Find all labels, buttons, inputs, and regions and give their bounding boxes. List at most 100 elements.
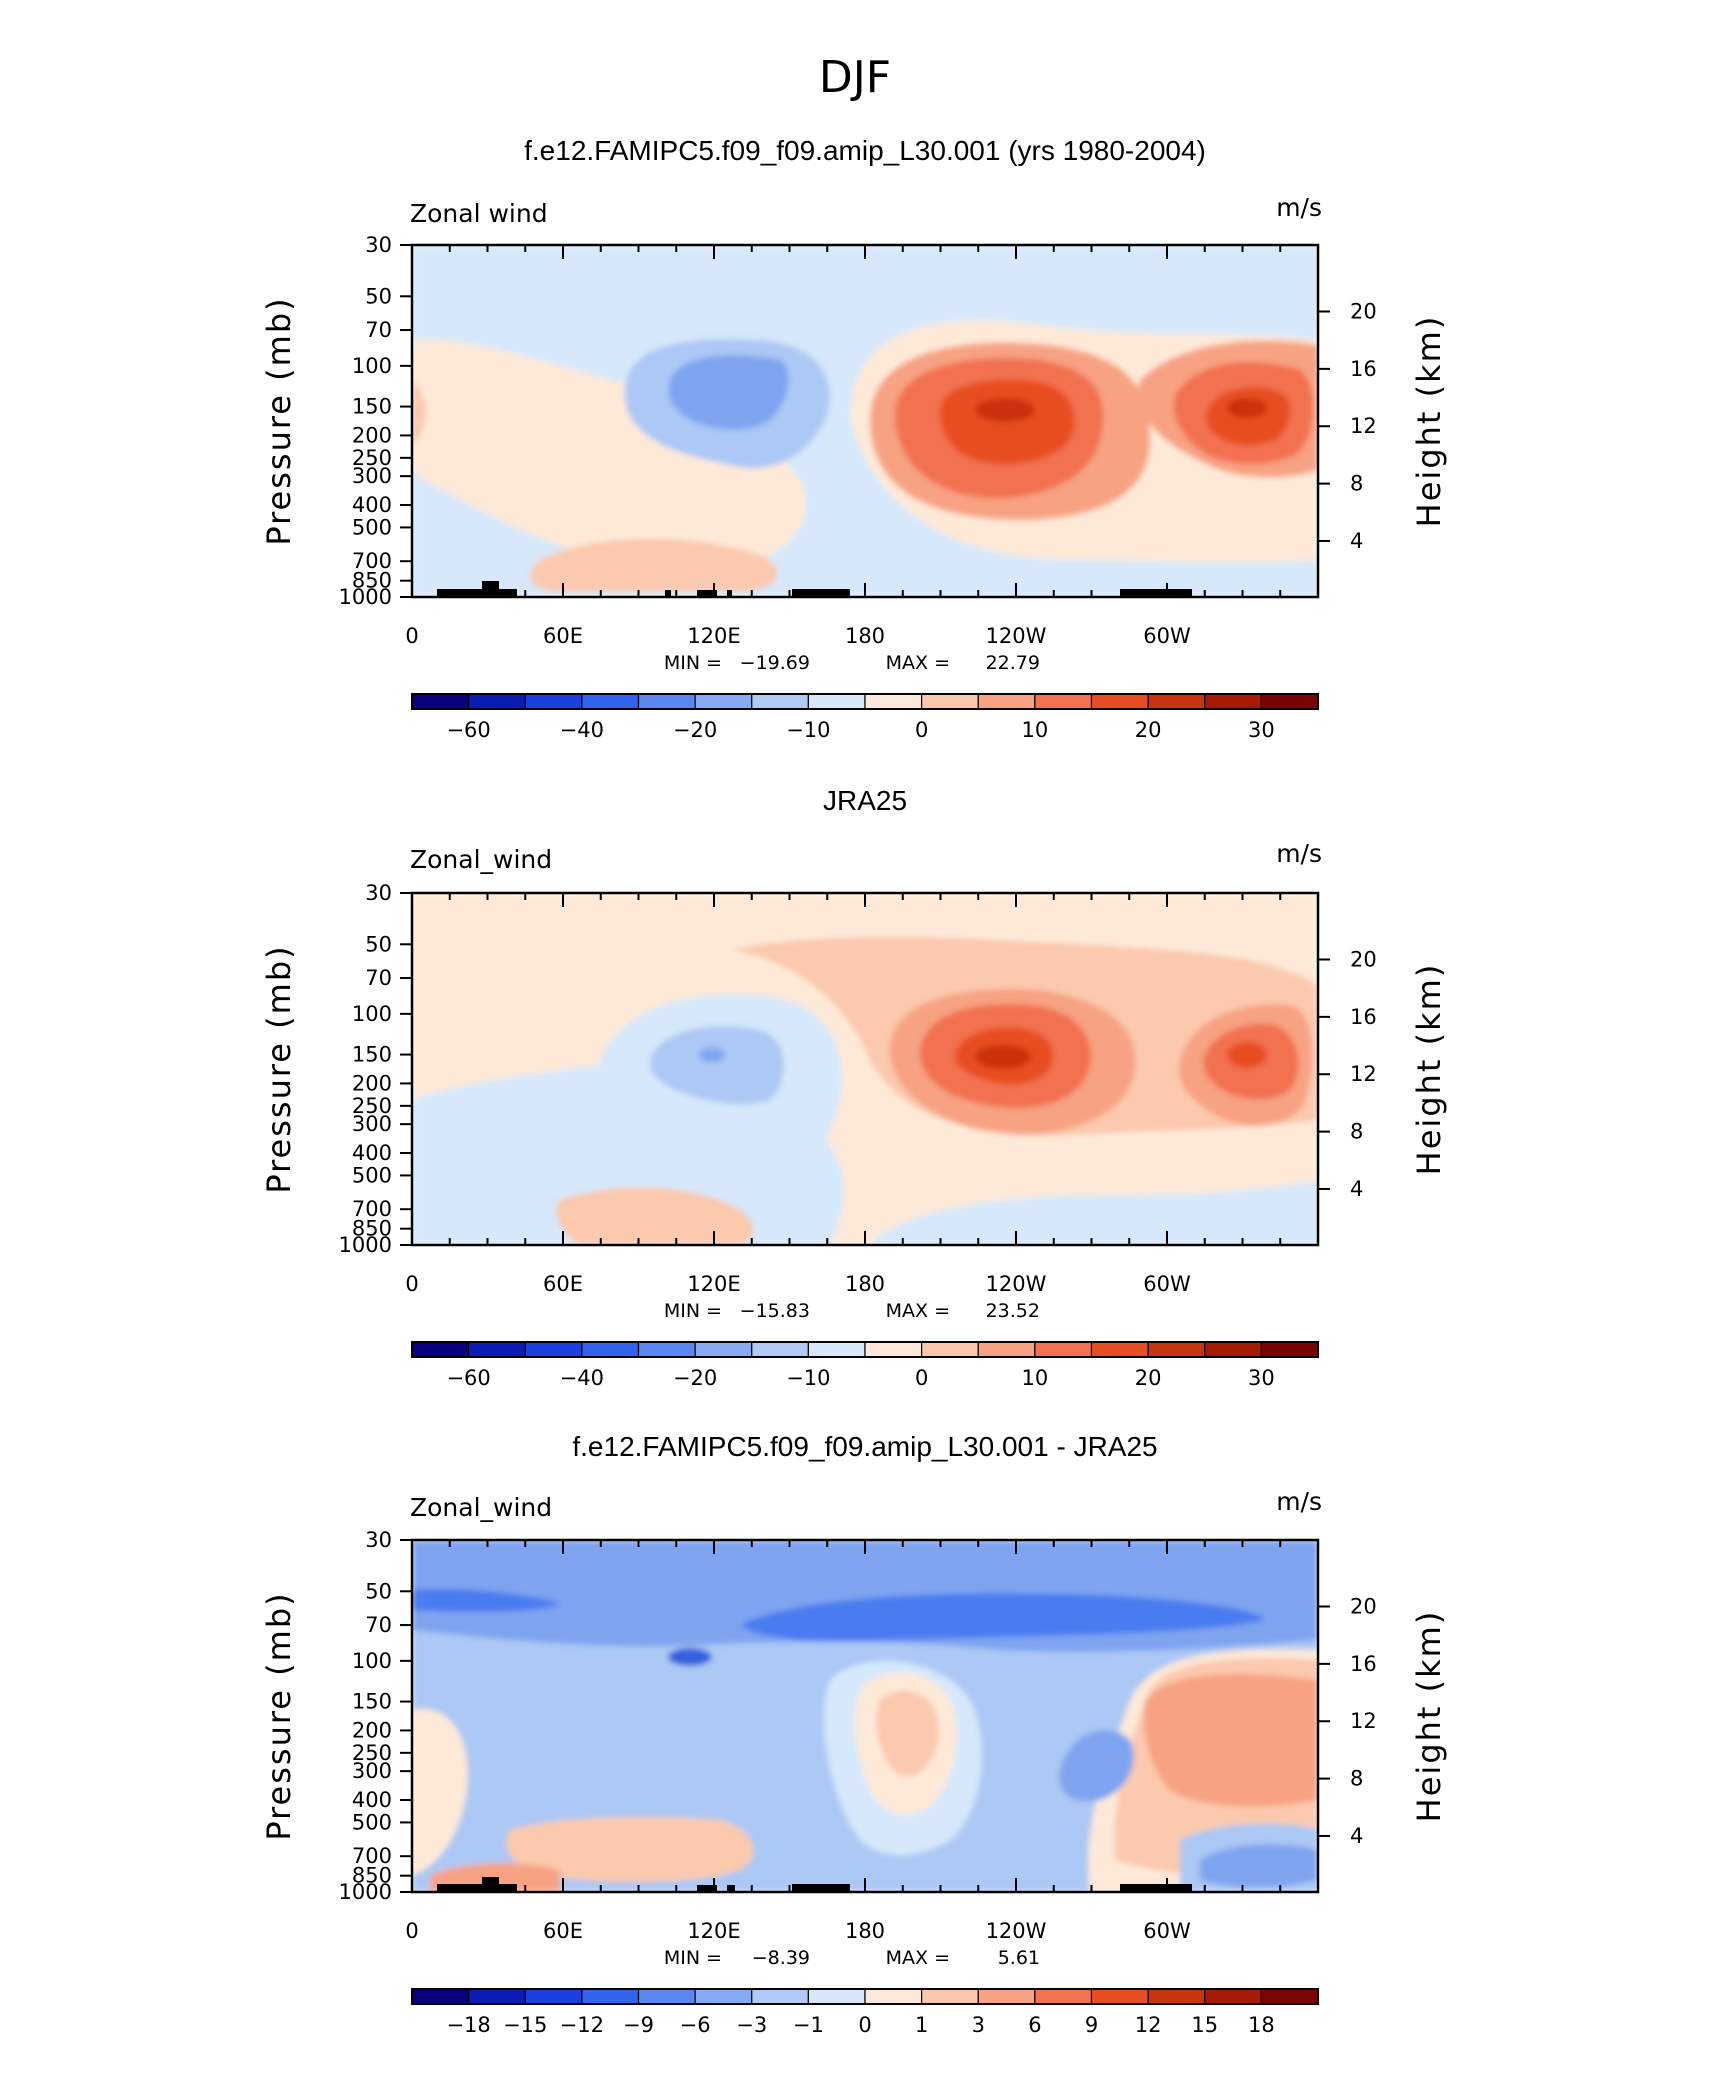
contour-field: [412, 245, 1318, 597]
y2-axis-title: Height (km): [1410, 1610, 1448, 1823]
y-tick-label: 200: [352, 423, 392, 447]
panel-title: f.e12.FAMIPC5.f09_f09.amip_L30.001 (yrs …: [524, 135, 1206, 166]
y-tick-label: 400: [352, 493, 392, 517]
x-tick-label: 120E: [687, 1919, 740, 1943]
colorbar-box: [581, 1341, 640, 1358]
x-tick-label: 0: [405, 624, 418, 648]
x-tick-label: 180: [845, 1272, 885, 1296]
y-tick-label: 500: [352, 515, 392, 539]
stat-min-label: MIN =: [664, 1300, 722, 1322]
colorbar-box: [1260, 1341, 1319, 1358]
x-tick-label: 60W: [1143, 1919, 1191, 1943]
colorbar-box: [1147, 693, 1206, 710]
contour-field: [412, 1540, 1318, 1892]
colorbar-label: −40: [560, 1366, 604, 1390]
y2-tick-label: 20: [1350, 300, 1377, 324]
y-tick-label: 700: [352, 549, 392, 573]
colorbar-box: [637, 1988, 696, 2005]
y-tick-label: 30: [365, 881, 392, 905]
colorbar-box: [1204, 1341, 1262, 1358]
colorbar-label: 6: [1028, 2013, 1041, 2037]
colorbar-label: 3: [972, 2013, 985, 2037]
colorbar-box: [468, 1988, 526, 2005]
contour-level-pos-20: [1227, 1042, 1267, 1068]
colorbar-box: [411, 693, 470, 710]
y2-tick-label: 20: [1350, 1595, 1377, 1619]
contour-level-neg-10: [699, 1048, 725, 1062]
y-tick-label: 50: [365, 284, 392, 308]
stat-min-value: −8.39: [752, 1947, 810, 1969]
colorbar-label: 1: [915, 2013, 928, 2037]
y2-tick-label: 16: [1350, 1005, 1377, 1029]
colorbar-box: [751, 1988, 809, 2005]
topography: [437, 1877, 1192, 1892]
y-tick-label: 1000: [339, 1880, 392, 1904]
colorbar-frame: [411, 693, 1319, 710]
colorbar-label: −18: [446, 2013, 490, 2037]
y2-tick-label: 16: [1350, 1652, 1377, 1676]
colorbar-label: 0: [915, 718, 928, 742]
y-tick-label: 70: [365, 966, 392, 990]
y-tick-label: 850: [352, 1217, 392, 1241]
colorbar-box: [1147, 1988, 1206, 2005]
contour-level-neg-9: [740, 1593, 1265, 1642]
colorbar-label: 0: [858, 2013, 871, 2037]
y-tick-label: 300: [352, 1759, 392, 1783]
contour-level-pos-0: [412, 1708, 468, 1875]
colorbar-box: [694, 1341, 753, 1358]
panel-title: f.e12.FAMIPC5.f09_f09.amip_L30.001 - JRA…: [572, 1431, 1157, 1462]
colorbar-label: 9: [1085, 2013, 1098, 2037]
colorbar-box: [864, 1341, 923, 1358]
colorbar-box: [921, 1341, 979, 1358]
contour-level-neg-10: [668, 355, 789, 430]
y2-tick-label: 4: [1350, 1824, 1363, 1848]
contour-level-pos-22: [975, 1045, 1031, 1069]
colorbar-box: [977, 1988, 1036, 2005]
y-tick-label: 30: [365, 1528, 392, 1552]
contour-level-neg-3: [475, 1689, 611, 1770]
colorbar-box: [1090, 693, 1149, 710]
stat-max-label: MAX =: [886, 1947, 950, 1969]
y2-tick-label: 4: [1350, 1177, 1363, 1201]
stat-max-label: MAX =: [886, 1300, 950, 1322]
x-tick-label: 60E: [543, 1919, 583, 1943]
x-tick-label: 120E: [687, 624, 740, 648]
colorbar-box: [864, 693, 923, 710]
variable-label: Zonal_wind: [410, 845, 552, 874]
y-tick-label: 300: [352, 464, 392, 488]
y-tick-label: 850: [352, 1864, 392, 1888]
stat-max-value: 22.79: [986, 652, 1040, 674]
units-label: m/s: [1276, 839, 1322, 868]
colorbar-box: [1034, 1341, 1093, 1358]
contour-field: [412, 893, 1318, 1245]
colorbar-box: [468, 693, 526, 710]
y2-tick-label: 16: [1350, 357, 1377, 381]
colorbar-label: 0: [915, 1366, 928, 1390]
colorbar-box: [1204, 1988, 1262, 2005]
colorbar-box: [468, 1341, 526, 1358]
colorbar-label: −20: [673, 1366, 717, 1390]
variable-label: Zonal_wind: [410, 1493, 552, 1522]
stat-max-value: 23.52: [986, 1300, 1040, 1322]
contour-level-pos-low: [412, 339, 807, 571]
y-tick-label: 150: [352, 395, 392, 419]
colorbar-label: 20: [1135, 718, 1162, 742]
colorbar-frame: [411, 1988, 1319, 2005]
y-tick-label: 1000: [339, 585, 392, 609]
y-tick-label: 700: [352, 1197, 392, 1221]
colorbar-label: −20: [673, 718, 717, 742]
y-tick-label: 150: [352, 1690, 392, 1714]
colorbar-label: −6: [680, 2013, 711, 2037]
x-tick-label: 180: [845, 624, 885, 648]
y2-axis-title: Height (km): [1410, 315, 1448, 528]
contour-level-pos-5: [556, 1187, 754, 1245]
y-tick-label: 300: [352, 1112, 392, 1136]
stat-min-label: MIN =: [664, 1947, 722, 1969]
y2-tick-label: 8: [1350, 472, 1363, 496]
y-tick-label: 70: [365, 1613, 392, 1637]
colorbar-label: 20: [1135, 1366, 1162, 1390]
y-tick-label: 200: [352, 1718, 392, 1742]
panel-difference: f.e12.FAMIPC5.f09_f09.amip_L30.001 - JRA…: [410, 1431, 1322, 1894]
